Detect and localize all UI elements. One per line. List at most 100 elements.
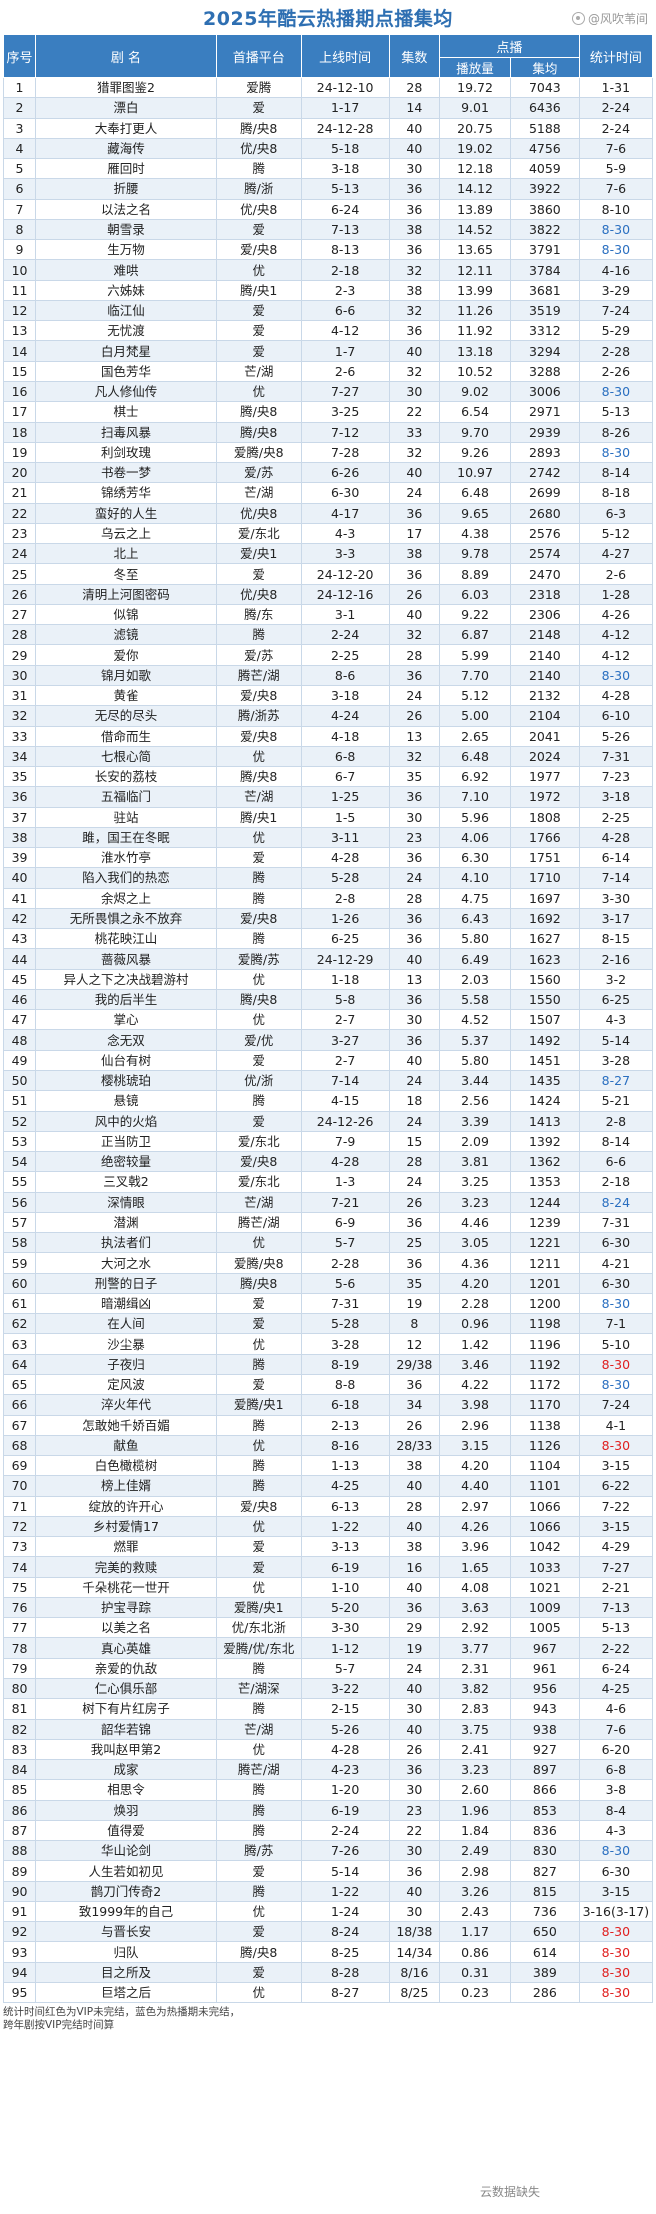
cell-date: 4-28	[300, 847, 390, 869]
cell-name: 凡人修仙传	[35, 380, 217, 403]
cell-index: 9	[2, 239, 37, 261]
cell-name: 护宝寻踪	[35, 1596, 217, 1619]
cell-name: 异人之下之决战碧游村	[35, 968, 217, 990]
cell-views: 11.26	[439, 299, 512, 322]
cell-episodes: 38	[388, 279, 441, 301]
cell-name: 临江仙	[35, 299, 217, 322]
cell-stat-time: 2-18	[578, 1171, 654, 1193]
cell-average: 389	[510, 1961, 580, 1983]
cell-views: 3.75	[439, 1718, 512, 1740]
cell-episodes: 33	[388, 421, 441, 443]
cell-episodes: 24	[388, 1070, 441, 1092]
table-body: 1 猎罪图鉴2 爱腾 24-12-10 28 19.72 7043 1-31 2 漂白爱 1-17 1…	[2, 76, 654, 2004]
cell-average: 2148	[510, 624, 580, 646]
cell-stat-time: 7-23	[578, 766, 654, 788]
header-platform: 首播平台	[215, 34, 302, 78]
cell-date: 2-25	[300, 644, 390, 666]
table-row: 22 蛮好的人生 优/央8 4-17 36 9.65 2680 6-3	[2, 502, 654, 524]
cell-stat-time: 6-3	[578, 502, 654, 524]
cell-average: 1507	[510, 1009, 580, 1031]
cell-average: 1697	[510, 887, 580, 909]
cell-episodes: 13	[388, 725, 441, 747]
table-row: 31 黄雀 爱/央8 3-18 24 5.12 2132 4-28	[2, 684, 654, 707]
cell-platform: 爱/苏	[215, 644, 302, 666]
cell-date: 2-7	[300, 1049, 390, 1072]
cell-platform: 优	[215, 968, 302, 990]
footnote-line: 统计时间红色为VIP未完结，蓝色为热播期未完结，	[3, 2006, 241, 2019]
cell-views: 6.49	[439, 948, 512, 970]
cell-platform: 爱腾/优/东北	[215, 1637, 302, 1659]
cell-stat-time: 8-30	[578, 664, 654, 686]
cell-name: 蔷薇风暴	[35, 948, 217, 970]
cell-name: 淮水竹亭	[35, 847, 217, 869]
cell-episodes: 28	[388, 887, 441, 909]
cell-views: 6.54	[439, 401, 512, 423]
header-episodes: 集数	[388, 34, 441, 78]
cell-date: 1-5	[300, 806, 390, 828]
cell-name: 刑警的日子	[35, 1272, 217, 1294]
cell-average: 1435	[510, 1070, 580, 1092]
cell-average: 2699	[510, 482, 580, 504]
cell-stat-time: 6-8	[578, 1759, 654, 1781]
cell-platform: 腾芒/湖	[215, 1759, 302, 1781]
cell-name: 淬火年代	[35, 1394, 217, 1416]
cell-episodes: 40	[388, 1576, 441, 1598]
table-row: 76 护宝寻踪 爱腾/央1 5-20 36 3.63 1009 7-13	[2, 1596, 654, 1619]
cell-platform: 芒/湖	[215, 482, 302, 504]
cell-index: 17	[2, 401, 37, 423]
cell-index: 19	[2, 441, 37, 464]
cell-index: 36	[2, 786, 37, 808]
cell-platform: 腾/苏	[215, 1840, 302, 1862]
table-row: 43 桃花映江山腾 6-25 36 5.80 1627 8-15	[2, 928, 654, 950]
cell-name: 余烬之上	[35, 887, 217, 909]
cell-episodes: 8/16	[388, 1961, 441, 1983]
cell-name: 真心英雄	[35, 1637, 217, 1659]
cell-average: 2306	[510, 603, 580, 626]
cell-date: 24-12-26	[300, 1110, 390, 1132]
cell-average: 1413	[510, 1110, 580, 1132]
cell-platform: 腾/浙苏	[215, 705, 302, 727]
cell-index: 7	[2, 198, 37, 220]
cell-stat-time: 7-6	[578, 178, 654, 200]
cell-average: 2140	[510, 644, 580, 666]
cell-stat-time: 6-6	[578, 1151, 654, 1173]
cell-name: 利剑玫瑰	[35, 441, 217, 464]
cell-stat-time: 7-31	[578, 1211, 654, 1234]
cell-episodes: 26	[388, 1738, 441, 1761]
cell-date: 6-30	[300, 482, 390, 504]
cell-stat-time: 4-1	[578, 1414, 654, 1436]
cell-stat-time: 8-30	[578, 380, 654, 403]
cell-stat-time: 7-22	[578, 1495, 654, 1517]
cell-stat-time: 4-21	[578, 1252, 654, 1274]
cell-views: 2.31	[439, 1657, 512, 1679]
cell-platform: 腾/央8	[215, 401, 302, 423]
cell-name: 归队	[35, 1941, 217, 1963]
cell-views: 2.97	[439, 1495, 512, 1517]
cell-platform: 爱	[215, 1556, 302, 1578]
cell-index: 48	[2, 1029, 37, 1051]
cell-date: 4-3	[300, 522, 390, 545]
cell-stat-time: 3-2	[578, 968, 654, 990]
cell-platform: 腾/央8	[215, 766, 302, 788]
cell-platform: 优/东北浙	[215, 1617, 302, 1639]
cell-episodes: 36	[388, 1252, 441, 1274]
table-row: 74 完美的救赎爱 6-19 16 1.65 1033 7-27	[2, 1556, 654, 1578]
cell-date: 6-7	[300, 766, 390, 788]
cell-average: 1751	[510, 847, 580, 869]
cell-index: 28	[2, 624, 37, 646]
cell-average: 1766	[510, 826, 580, 849]
cell-platform: 优	[215, 1333, 302, 1355]
cell-date: 4-12	[300, 320, 390, 342]
cell-index: 11	[2, 279, 37, 301]
cell-views: 20.75	[439, 117, 512, 139]
cell-date: 1-25	[300, 786, 390, 808]
cell-name: 借命而生	[35, 725, 217, 747]
cell-name: 相思令	[35, 1779, 217, 1801]
table-row: 48 念无双 爱/优 3-27 36 5.37 1492 5-14	[2, 1029, 654, 1051]
cell-stat-time: 4-25	[578, 1677, 654, 1700]
table-row: 30 锦月如歌 腾芒/湖 8-6 36 7.70 2140 8-30	[2, 664, 654, 686]
cell-platform: 爱腾	[215, 76, 302, 99]
cell-views: 3.82	[439, 1677, 512, 1700]
cell-stat-time: 5-12	[578, 522, 654, 545]
table-row: 91 致1999年的自己优 1-24 30 2.43 736 3-16(3-17)	[2, 1900, 654, 1923]
